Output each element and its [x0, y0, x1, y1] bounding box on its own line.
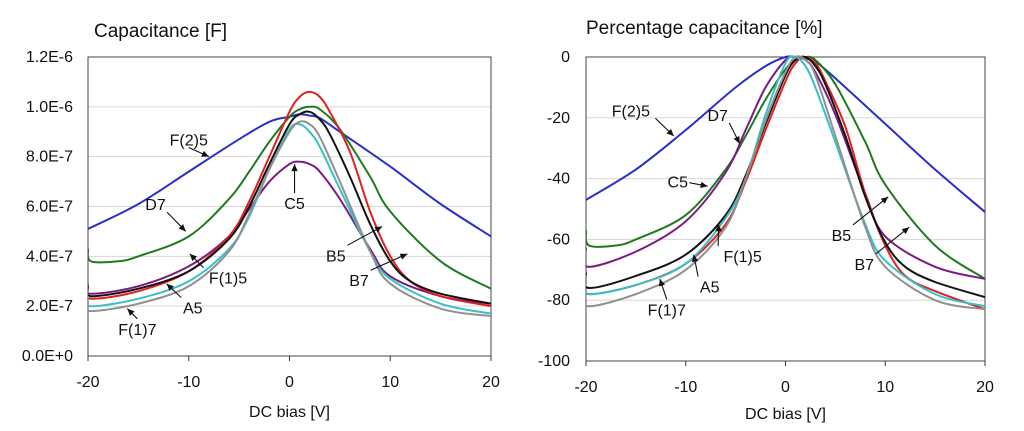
annotation-label: C5 [284, 196, 305, 213]
annotation-arrowhead [901, 227, 910, 235]
annotation-label: F(2)5 [170, 132, 208, 149]
x-axis-label: DC bias [V] [249, 404, 330, 421]
plot-frame [87, 56, 492, 357]
annotation-arrowhead [178, 224, 186, 232]
y-tick-label: -20 [547, 110, 570, 127]
y-tick-label: 8.0E-7 [26, 149, 73, 166]
annotation-arrowhead [127, 308, 135, 316]
y-tick-label: 0.0E+0 [22, 348, 73, 365]
chart-2: Percentage capacitance [%]-100-80-60-40-… [538, 18, 994, 423]
annotation-label: B5 [326, 248, 346, 265]
series-a5-line [586, 56, 985, 311]
annotation-arrowhead [399, 253, 408, 260]
annotation-arrowhead [700, 181, 708, 189]
series-f-1-5-line [586, 55, 985, 299]
annotation-arrow [875, 226, 910, 255]
annotation-arrowhead [659, 278, 666, 287]
x-tick-label: -20 [574, 379, 597, 396]
annotation-label: F(1)7 [648, 302, 686, 319]
series-d7-line [88, 105, 491, 290]
annotation-arrowhead [733, 135, 740, 144]
y-tick-label: 1.0E-6 [26, 99, 73, 116]
x-tick-label: 0 [781, 379, 790, 396]
annotation-label: B5 [832, 228, 852, 245]
chart-title: Capacitance [F] [94, 21, 227, 42]
x-tick-label: 20 [976, 379, 994, 396]
y-tick-label: -60 [547, 231, 570, 248]
series-d7-line [586, 55, 985, 280]
x-tick-label: 0 [285, 374, 294, 391]
x-tick-label: 10 [381, 374, 399, 391]
series-f-1-7-line [88, 122, 491, 315]
annotation-arrowhead [666, 128, 674, 137]
annotation-label: F(1)7 [118, 322, 156, 339]
x-tick-label: -20 [76, 374, 99, 391]
y-tick-label: 6.0E-7 [26, 199, 73, 216]
annotation-label: A5 [700, 280, 720, 297]
annotation-label: F(1)5 [209, 271, 247, 288]
annotation-label: D7 [707, 108, 728, 125]
y-tick-label: 1.2E-6 [26, 49, 73, 66]
annotation-arrowhead [291, 164, 298, 172]
x-tick-label: -10 [177, 374, 200, 391]
annotation-arrowhead [189, 253, 197, 262]
annotation-arrowhead [691, 254, 699, 263]
x-tick-label: 20 [482, 374, 500, 391]
annotation-label: C5 [668, 175, 689, 192]
series-b7-line [88, 120, 491, 318]
annotation-arrow [852, 196, 889, 226]
annotation-arrowhead [201, 150, 209, 157]
annotation-label: F(1)5 [723, 249, 761, 266]
series-c5-line [586, 55, 985, 280]
y-tick-label: 2.0E-7 [26, 298, 73, 315]
x-tick-label: 10 [876, 379, 894, 396]
annotation-label: A5 [183, 301, 203, 318]
y-tick-label: -40 [547, 171, 570, 188]
chart-1: Capacitance [F] 0.0E+0 2.0E-7 4.0E-7 6.0E-7 8… [22, 21, 500, 421]
annotation-label: D7 [145, 197, 166, 214]
x-axis-label: DC bias [V] [745, 406, 826, 423]
y-tick-label: -100 [538, 353, 570, 370]
annotation-label: B7 [855, 257, 875, 274]
series-f-1-7-line [586, 55, 985, 308]
y-tick-label: 0 [561, 49, 570, 66]
annotation-arrowhead [166, 283, 174, 291]
y-tick-label: 4.0E-7 [26, 248, 73, 265]
annotation-arrowhead [715, 224, 722, 232]
annotation-arrowhead [880, 196, 889, 204]
x-tick-label: -10 [674, 379, 697, 396]
chart-title: Percentage capacitance [%] [586, 18, 823, 39]
annotation-label: B7 [349, 273, 369, 290]
annotation-label: F(2)5 [612, 103, 650, 120]
series-c5-line [88, 160, 491, 305]
annotation-arrowhead [374, 226, 383, 233]
y-tick-label: -80 [547, 292, 570, 309]
series-b7-line [586, 55, 985, 311]
series-f-1-5-line [88, 110, 491, 305]
